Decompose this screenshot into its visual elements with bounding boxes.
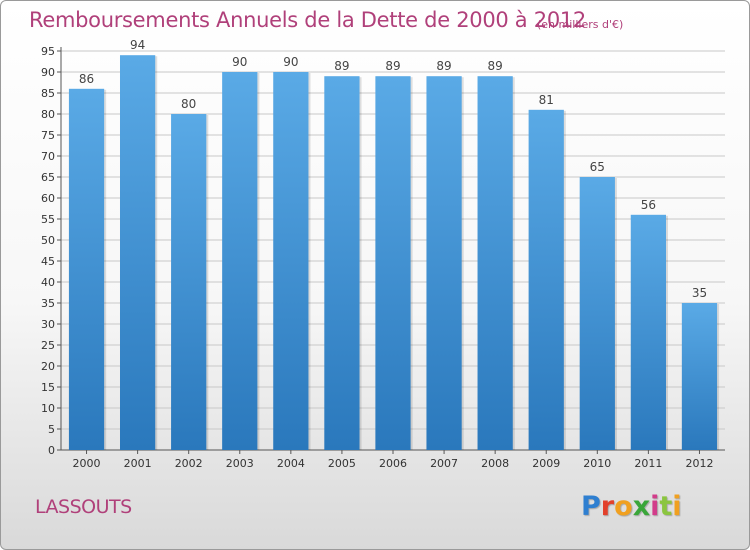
bar bbox=[579, 177, 615, 450]
bar bbox=[528, 109, 564, 451]
bar bbox=[477, 76, 513, 450]
bar-value-label: 65 bbox=[590, 160, 605, 174]
bar bbox=[426, 76, 462, 450]
y-tick-label: 75 bbox=[41, 129, 55, 142]
x-tick-label: 2008 bbox=[481, 457, 509, 470]
x-axis-ticks: 2000 2001 2002 2003 2004 2005 2006 2007 2008 2009… bbox=[73, 450, 713, 470]
bar bbox=[119, 55, 156, 450]
chart-title: Remboursements Annuels de la Dette de 20… bbox=[29, 8, 586, 32]
y-tick-label: 90 bbox=[41, 66, 55, 79]
x-tick-label: 2004 bbox=[277, 457, 305, 470]
chart-unit: (en milliers d'€) bbox=[537, 18, 624, 31]
data-labels: 86 94 80 90 90 89 89 89 89 81 65 56 35 bbox=[79, 38, 707, 300]
y-tick-label: 40 bbox=[41, 276, 55, 289]
y-tick-label: 65 bbox=[41, 171, 55, 184]
y-tick-label: 5 bbox=[48, 423, 55, 436]
bar bbox=[681, 303, 718, 450]
bar-value-label: 80 bbox=[181, 97, 196, 111]
bar-value-label: 35 bbox=[692, 286, 707, 300]
bar bbox=[68, 88, 105, 451]
bar-value-label: 89 bbox=[488, 59, 503, 73]
y-tick-label: 55 bbox=[41, 213, 55, 226]
x-tick-label: 2005 bbox=[328, 457, 356, 470]
y-tick-label: 25 bbox=[41, 339, 55, 352]
bar bbox=[222, 72, 258, 450]
y-tick-label: 60 bbox=[41, 192, 55, 205]
x-tick-label: 2009 bbox=[532, 457, 560, 470]
bar-value-label: 89 bbox=[436, 59, 451, 73]
x-tick-label: 2001 bbox=[124, 457, 152, 470]
bar-value-label: 90 bbox=[232, 55, 247, 69]
bar bbox=[273, 72, 309, 450]
x-tick-label: 2010 bbox=[583, 457, 611, 470]
x-tick-label: 2003 bbox=[226, 457, 254, 470]
y-tick-label: 70 bbox=[41, 150, 55, 163]
bar-value-label: 94 bbox=[130, 38, 145, 52]
y-tick-label: 35 bbox=[41, 297, 55, 310]
y-axis-ticks: 0 5 10 15 20 25 30 35 40 45 50 55 60 65 70 75 80 85 90 95 bbox=[41, 45, 61, 457]
y-tick-label: 45 bbox=[41, 255, 55, 268]
y-tick-label: 95 bbox=[41, 45, 55, 58]
place-name: LASSOUTS bbox=[35, 496, 132, 518]
x-tick-label: 2012 bbox=[685, 457, 713, 470]
x-tick-label: 2007 bbox=[430, 457, 458, 470]
y-tick-label: 20 bbox=[41, 360, 55, 373]
bar-value-label: 89 bbox=[385, 59, 400, 73]
bar-value-label: 89 bbox=[334, 59, 349, 73]
y-tick-label: 80 bbox=[41, 108, 55, 121]
y-tick-label: 15 bbox=[41, 381, 55, 394]
bar bbox=[375, 76, 411, 450]
bar-value-label: 86 bbox=[79, 72, 94, 86]
y-tick-label: 0 bbox=[48, 444, 55, 457]
bars bbox=[68, 55, 720, 451]
bar bbox=[171, 114, 207, 450]
bar bbox=[630, 214, 667, 450]
y-tick-label: 30 bbox=[41, 318, 55, 331]
y-tick-label: 10 bbox=[41, 402, 55, 415]
bar-value-label: 81 bbox=[539, 93, 554, 107]
proxiti-logo: Proxiti bbox=[581, 491, 682, 522]
x-tick-label: 2002 bbox=[175, 457, 203, 470]
y-tick-label: 85 bbox=[41, 87, 55, 100]
x-tick-label: 2011 bbox=[634, 457, 662, 470]
bar-value-label: 56 bbox=[641, 198, 656, 212]
bar bbox=[324, 76, 360, 450]
x-tick-label: 2006 bbox=[379, 457, 407, 470]
x-tick-label: 2000 bbox=[73, 457, 101, 470]
y-tick-label: 50 bbox=[41, 234, 55, 247]
bar-value-label: 90 bbox=[283, 55, 298, 69]
